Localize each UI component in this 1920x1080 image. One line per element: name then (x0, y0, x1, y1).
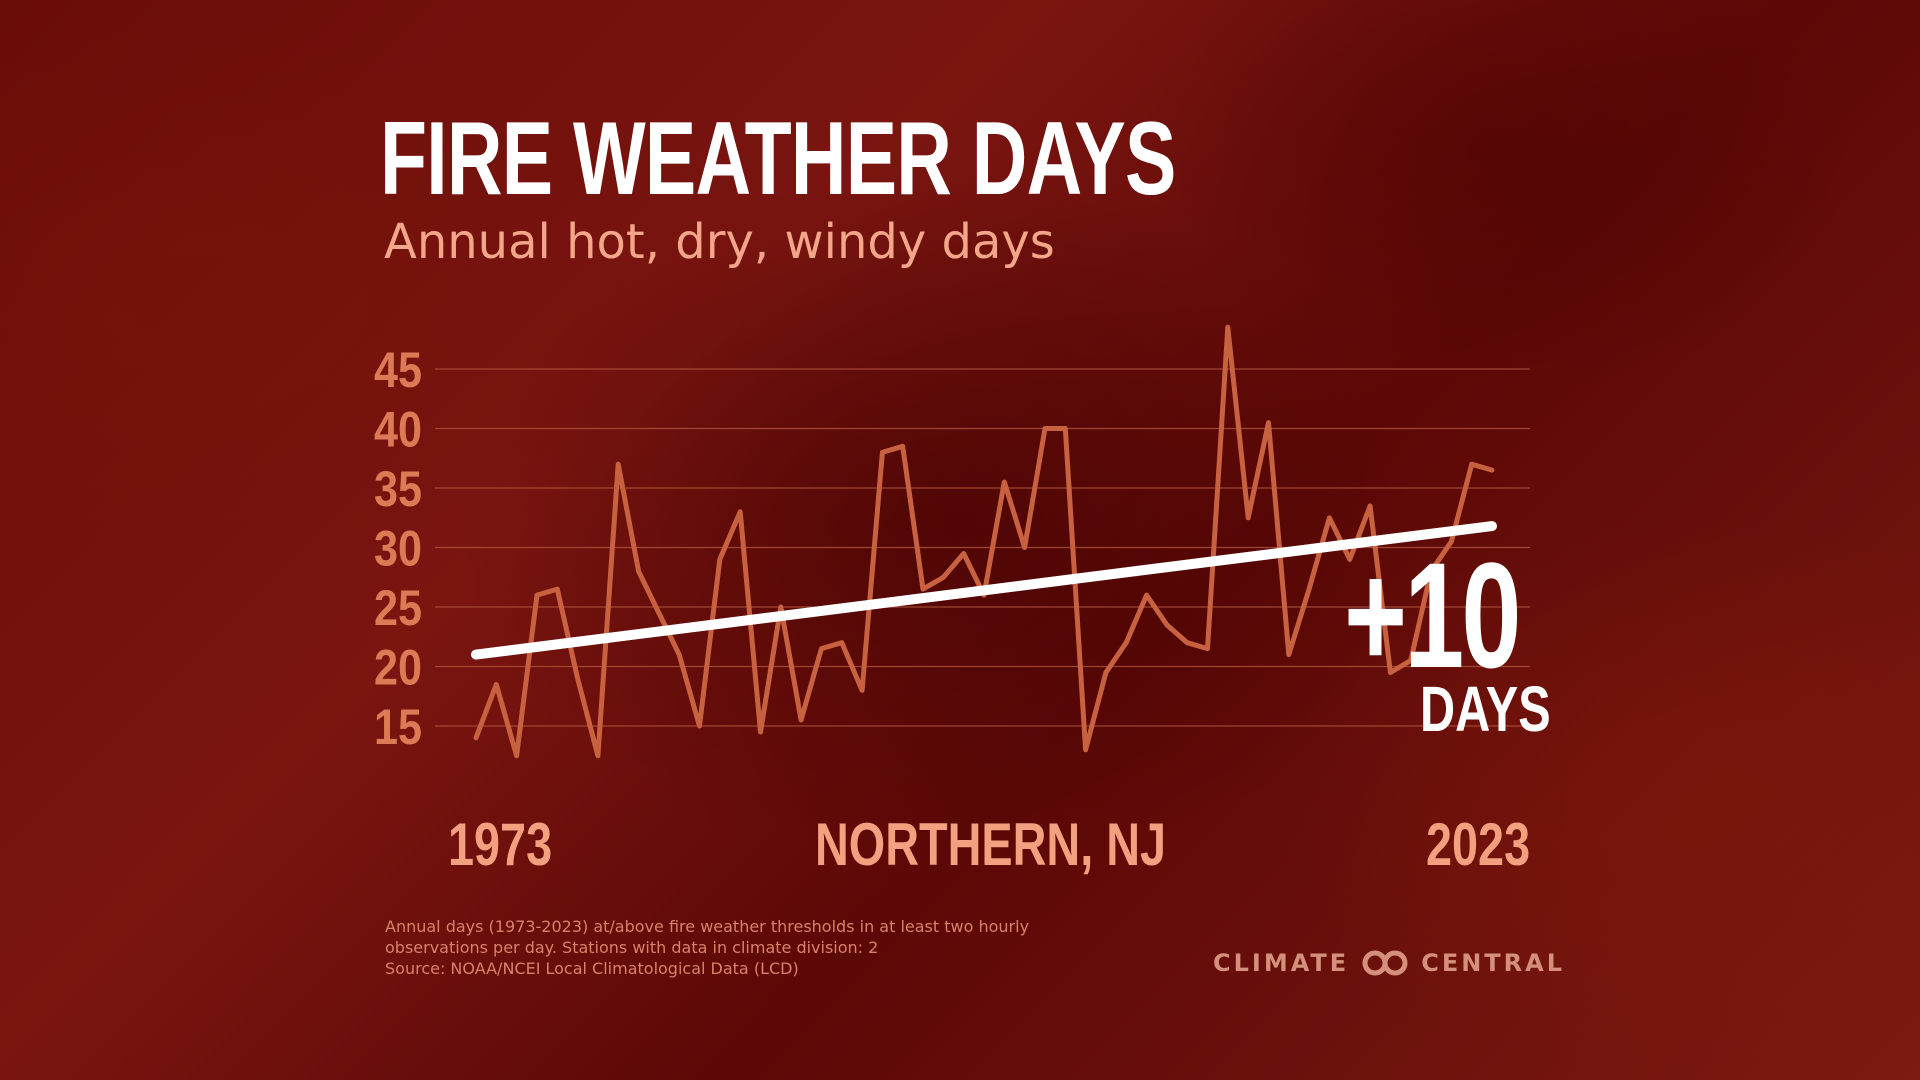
y-tick-label: 35 (374, 461, 422, 517)
data-point (1470, 462, 1474, 466)
change-unit: DAYS (1420, 673, 1551, 745)
data-point (718, 557, 722, 561)
data-point (1084, 748, 1088, 752)
data-point (1185, 641, 1189, 645)
data-point (1124, 641, 1128, 645)
data-point (1226, 325, 1230, 329)
data-point (576, 676, 580, 680)
trend-line (471, 521, 1497, 660)
data-point (1266, 421, 1270, 425)
climate-central-logo: CLIMATE CENTRAL (1213, 948, 1565, 978)
data-point (779, 605, 783, 609)
data-point (941, 575, 945, 579)
brand-left-text: CLIMATE (1213, 949, 1350, 977)
data-point (1307, 587, 1311, 591)
page-title: FIRE WEATHER DAYS (380, 101, 1176, 217)
y-tick-label: 40 (374, 402, 422, 458)
data-points (474, 325, 1494, 758)
data-point (1368, 504, 1372, 508)
data-point (1165, 623, 1169, 627)
data-point (738, 510, 742, 514)
interlocking-rings-icon (1362, 950, 1408, 976)
data-point (657, 611, 661, 615)
data-point (1348, 557, 1352, 561)
data-point (921, 587, 925, 591)
page-subtitle: Annual hot, dry, windy days (384, 214, 1055, 270)
change-value: +10 (1344, 531, 1521, 699)
data-point (616, 462, 620, 466)
data-point (1023, 546, 1027, 549)
footnote-line: Annual days (1973-2023) at/above fire we… (385, 917, 1030, 936)
y-tick-label: 15 (374, 699, 422, 755)
footnote: Annual days (1973-2023) at/above fire we… (385, 916, 1065, 979)
y-tick-label: 45 (374, 342, 422, 398)
data-point (819, 647, 823, 651)
data-point (1490, 468, 1494, 472)
data-point (677, 653, 681, 657)
data-point (758, 730, 762, 734)
y-tick-label: 30 (374, 521, 422, 577)
data-point (1287, 653, 1291, 657)
data-point (494, 682, 498, 686)
data-point (698, 724, 702, 728)
data-point (1327, 516, 1331, 520)
data-point (1449, 540, 1453, 544)
data-point (637, 569, 641, 573)
y-tick-label: 20 (374, 640, 422, 696)
data-point (1043, 427, 1047, 430)
data-point (1409, 659, 1413, 663)
footnote-source: Source: NOAA/NCEI Local Climatological D… (385, 959, 799, 978)
data-point (1063, 427, 1067, 430)
data-point (962, 551, 966, 555)
data-point (1145, 593, 1149, 597)
end-year-label: 2023 (1426, 811, 1531, 878)
data-point (555, 587, 559, 591)
data-point (1246, 516, 1250, 520)
region-label: NORTHERN, NJ (815, 811, 1167, 878)
data-point (901, 444, 905, 448)
data-point (474, 736, 478, 740)
data-point (840, 641, 844, 645)
data-point (515, 754, 519, 758)
data-point (860, 688, 864, 692)
data-point (535, 593, 539, 597)
data-point (1206, 647, 1210, 651)
data-point (1429, 569, 1433, 573)
footnote-line: observations per day. Stations with data… (385, 938, 879, 957)
data-point (596, 754, 600, 758)
data-point (799, 718, 803, 722)
start-year-label: 1973 (448, 811, 553, 878)
brand-right-text: CENTRAL (1421, 949, 1566, 977)
data-point (1002, 480, 1006, 484)
data-point (1388, 670, 1392, 674)
data-point (1104, 670, 1108, 674)
y-tick-label: 25 (374, 580, 422, 636)
data-point (880, 450, 884, 454)
